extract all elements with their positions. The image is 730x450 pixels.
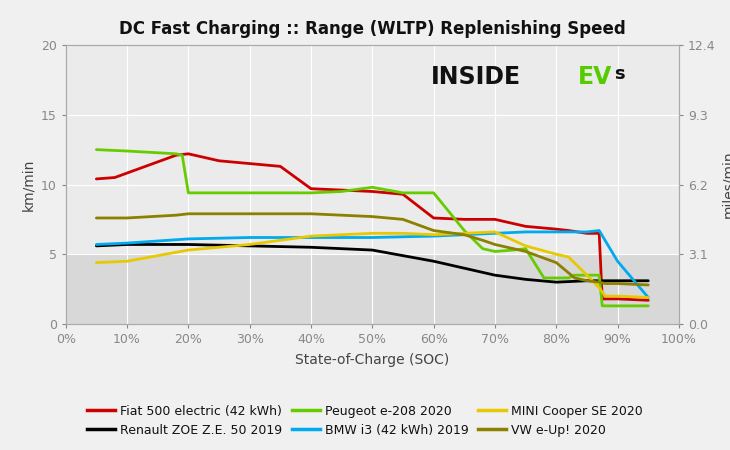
Legend: Fiat 500 electric (42 kWh), Renault ZOE Z.E. 50 2019, Peugeot e-208 2020, BMW i3: Fiat 500 electric (42 kWh), Renault ZOE … [85, 402, 645, 439]
Text: EV: EV [577, 64, 612, 89]
Y-axis label: miles/min: miles/min [721, 151, 730, 218]
Bar [66, 254, 679, 324]
Text: s: s [615, 64, 625, 82]
Text: INSIDE: INSIDE [431, 64, 520, 89]
Y-axis label: km/min: km/min [21, 158, 35, 211]
X-axis label: State-of-Charge (SOC): State-of-Charge (SOC) [295, 353, 450, 367]
Title: DC Fast Charging :: Range (WLTP) Replenishing Speed: DC Fast Charging :: Range (WLTP) Repleni… [119, 20, 626, 38]
